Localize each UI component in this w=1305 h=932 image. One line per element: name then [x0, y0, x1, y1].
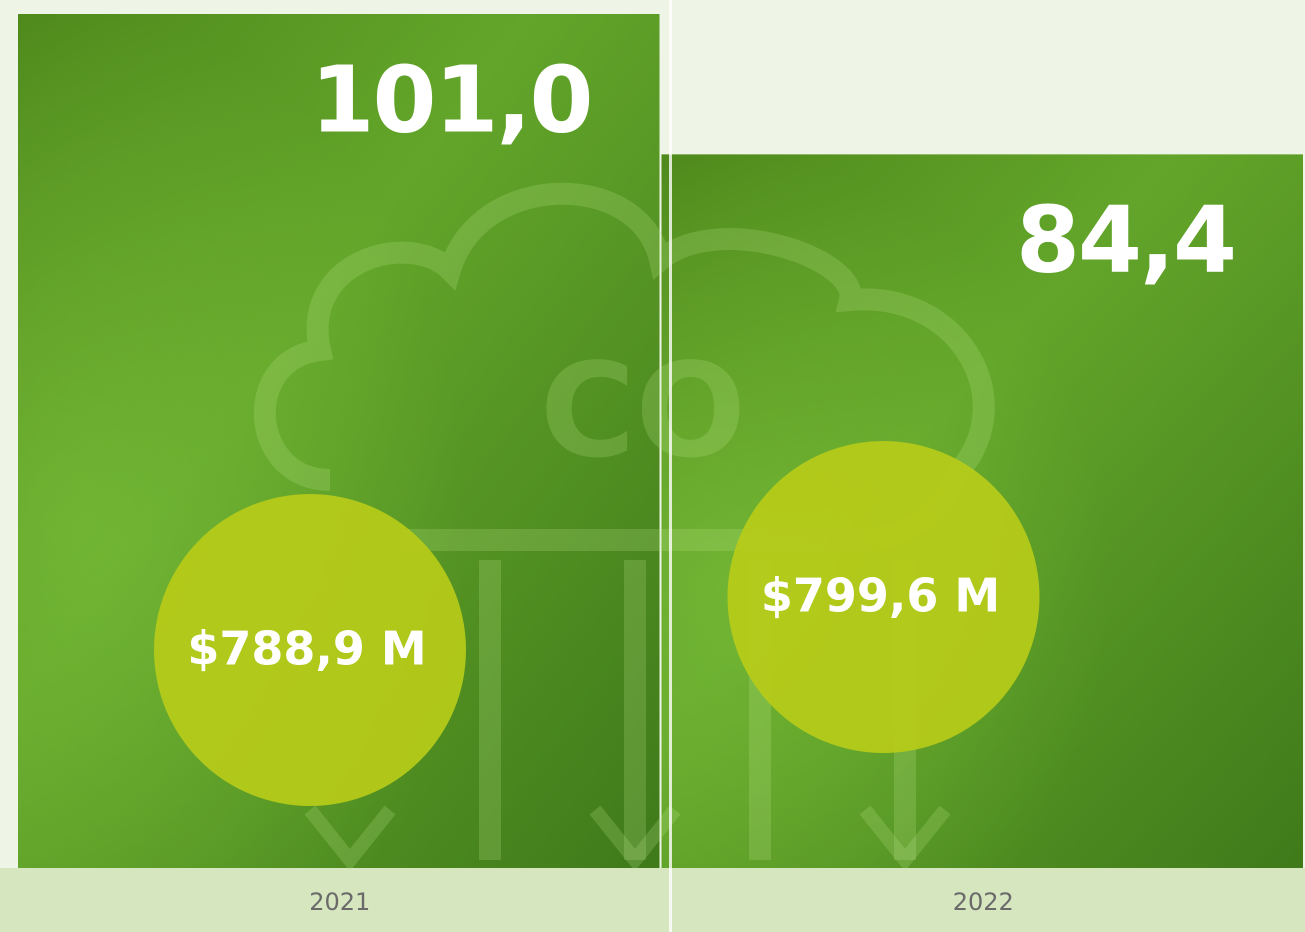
- divider: [669, 0, 672, 932]
- co2-text: CO: [540, 335, 746, 487]
- x-tick-label: 2022: [953, 888, 1014, 916]
- circle-label: $788,9 M: [187, 622, 426, 676]
- co2-icon: CO: [253, 182, 995, 872]
- value-label: 84,4: [1016, 187, 1235, 294]
- x-tick-label: 2021: [309, 888, 370, 916]
- value-circle: [727, 441, 1040, 753]
- value-circle: [154, 494, 466, 806]
- labels: 101,0 $788,9 M 2021 84,4 $799,6 M 2022: [154, 46, 1237, 916]
- category-band: [0, 868, 1305, 932]
- value-label: 101,0: [310, 46, 591, 153]
- circle-label: $799,6 M: [761, 569, 1000, 623]
